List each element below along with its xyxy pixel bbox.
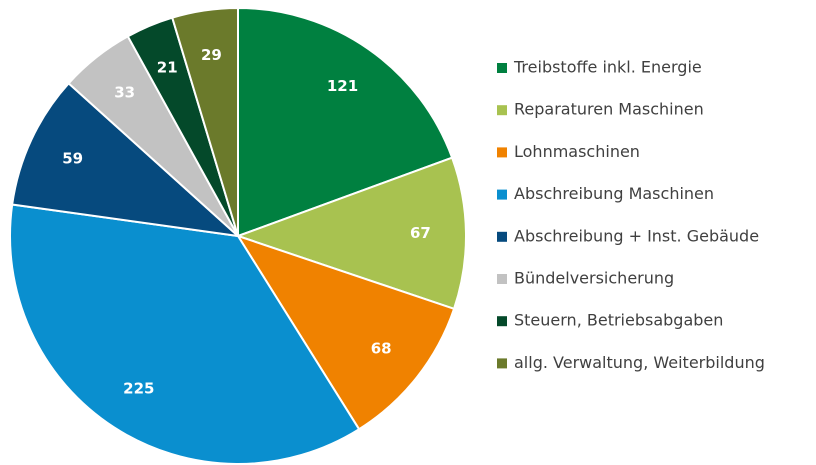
data-label: 68: [371, 340, 392, 358]
legend-swatch: [497, 189, 507, 200]
data-label: 21: [157, 58, 178, 76]
data-label: 59: [62, 149, 83, 167]
data-label: 33: [114, 84, 135, 102]
legend-label: Reparaturen Maschinen: [514, 100, 704, 119]
legend-label: Treibstoffe inkl. Energie: [513, 58, 702, 77]
data-label: 29: [201, 46, 222, 64]
pie-slice: [171, 6, 239, 237]
pie-slice: [234, 156, 467, 311]
legend-swatch: [497, 231, 507, 242]
legend-swatch: [497, 63, 507, 73]
legend-swatch: [497, 105, 507, 116]
legend-swatch: [497, 316, 507, 327]
pie-slice: [11, 81, 242, 238]
legend-swatch: [497, 147, 507, 158]
data-label: 67: [410, 224, 431, 242]
legend-label: Abschreibung + Inst. Gebäude: [514, 226, 759, 245]
pie-slice: [237, 6, 454, 238]
legend-label: Steuern, Betriebsabgaben: [514, 311, 723, 330]
pie-slice: [9, 203, 361, 465]
legend-label: allg. Verwaltung, Weiterbildung: [514, 353, 765, 372]
legend-label: Lohnmaschinen: [514, 142, 640, 161]
data-label: 225: [123, 380, 154, 398]
pie-slice: [235, 234, 456, 431]
legend-swatch: [497, 274, 507, 284]
legend-label: Bündelversicherung: [514, 269, 674, 288]
legend-label: Abschreibung Maschinen: [514, 184, 714, 203]
data-label: 121: [327, 77, 358, 95]
legend-swatch: [497, 358, 507, 369]
